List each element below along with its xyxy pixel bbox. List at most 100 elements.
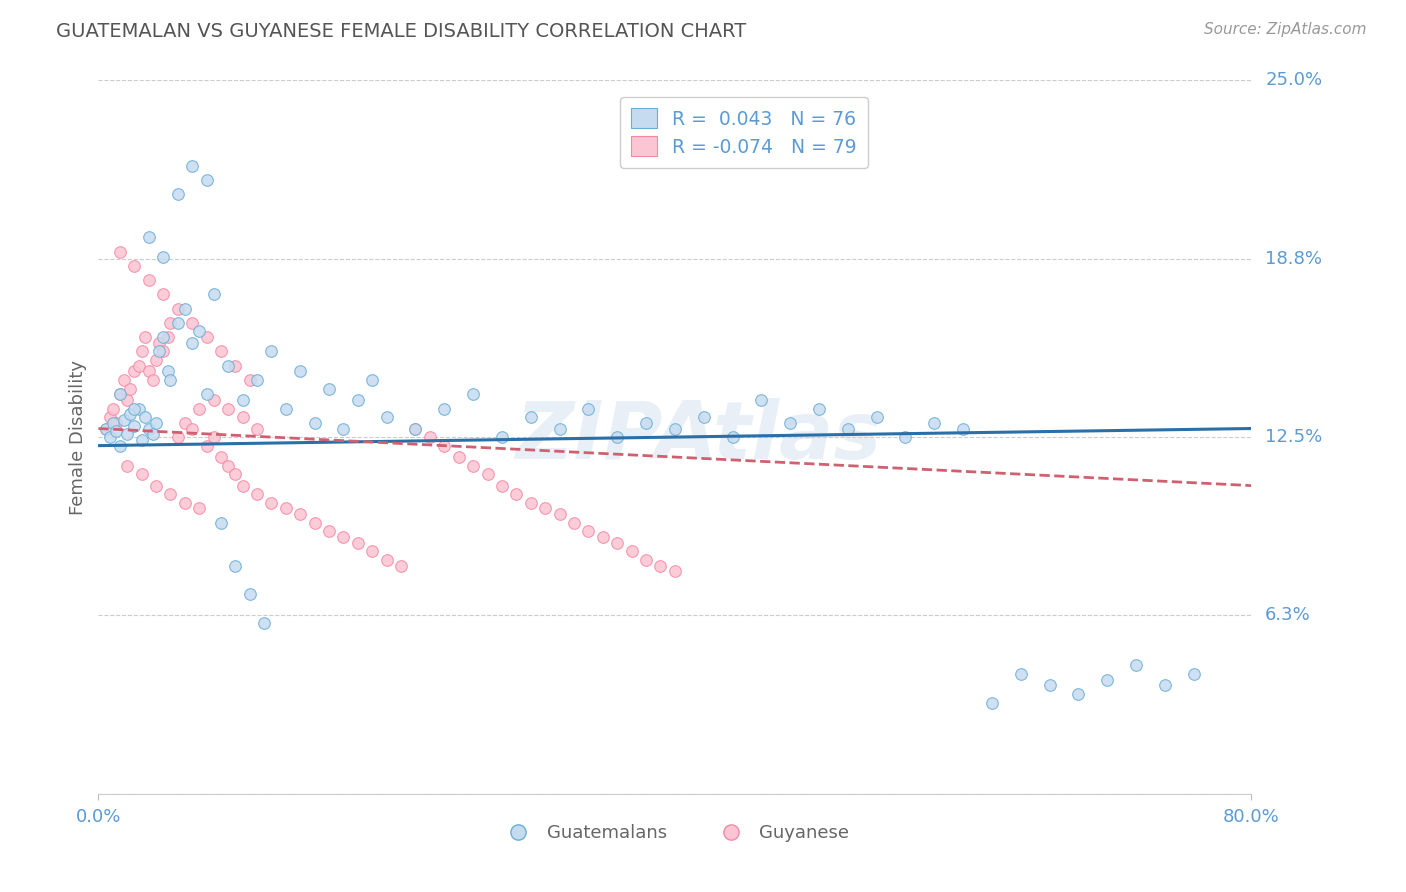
- Point: [209, 516, 232, 530]
- Point: [318, 524, 340, 539]
- Point: [152, 250, 174, 264]
- Point: [181, 316, 204, 330]
- Point: [148, 344, 170, 359]
- Point: [606, 430, 628, 444]
- Point: [145, 416, 167, 430]
- Point: [224, 359, 246, 373]
- Point: [124, 418, 146, 433]
- Point: [693, 410, 716, 425]
- Point: [128, 359, 150, 373]
- Point: [520, 496, 543, 510]
- Point: [866, 410, 889, 425]
- Point: [260, 344, 283, 359]
- Point: [131, 467, 153, 482]
- Point: [124, 259, 146, 273]
- Point: [304, 416, 326, 430]
- Point: [1125, 658, 1147, 673]
- Point: [148, 335, 170, 350]
- Point: [152, 330, 174, 344]
- Point: [131, 344, 153, 359]
- Point: [318, 382, 340, 396]
- Text: 25.0%: 25.0%: [1265, 71, 1322, 89]
- Point: [152, 287, 174, 301]
- Point: [260, 496, 283, 510]
- Point: [131, 433, 153, 447]
- Point: [108, 387, 131, 401]
- Point: [332, 530, 354, 544]
- Point: [1182, 667, 1205, 681]
- Point: [274, 401, 297, 416]
- Point: [1010, 667, 1032, 681]
- Point: [217, 359, 239, 373]
- Point: [209, 450, 232, 464]
- Point: [142, 373, 165, 387]
- Point: [290, 507, 312, 521]
- Point: [246, 373, 269, 387]
- Point: [231, 410, 254, 425]
- Point: [145, 478, 167, 492]
- Point: [142, 427, 165, 442]
- Point: [195, 173, 218, 187]
- Point: [1097, 673, 1119, 687]
- Point: [174, 496, 197, 510]
- Point: [1154, 678, 1177, 692]
- Text: ZIPAtlas: ZIPAtlas: [515, 398, 882, 476]
- Point: [433, 439, 456, 453]
- Point: [152, 344, 174, 359]
- Point: [650, 558, 672, 573]
- Point: [592, 530, 614, 544]
- Point: [124, 364, 146, 378]
- Point: [924, 416, 946, 430]
- Point: [505, 487, 527, 501]
- Point: [346, 535, 368, 549]
- Text: Source: ZipAtlas.com: Source: ZipAtlas.com: [1204, 22, 1367, 37]
- Point: [664, 564, 686, 578]
- Point: [156, 330, 179, 344]
- Point: [224, 467, 246, 482]
- Point: [195, 439, 218, 453]
- Point: [101, 401, 124, 416]
- Point: [447, 450, 470, 464]
- Point: [217, 458, 239, 473]
- Point: [159, 487, 181, 501]
- Point: [166, 430, 188, 444]
- Point: [181, 335, 204, 350]
- Point: [166, 301, 188, 316]
- Point: [188, 501, 211, 516]
- Point: [721, 430, 744, 444]
- Point: [461, 387, 484, 401]
- Point: [361, 373, 384, 387]
- Point: [117, 458, 139, 473]
- Point: [1067, 687, 1090, 701]
- Point: [290, 364, 312, 378]
- Text: 6.3%: 6.3%: [1265, 607, 1310, 624]
- Point: [620, 544, 643, 558]
- Text: 18.8%: 18.8%: [1265, 250, 1322, 268]
- Point: [548, 421, 571, 435]
- Point: [138, 273, 160, 287]
- Point: [837, 421, 859, 435]
- Point: [274, 501, 297, 516]
- Point: [108, 439, 131, 453]
- Point: [112, 373, 135, 387]
- Point: [145, 353, 167, 368]
- Point: [664, 421, 686, 435]
- Point: [202, 287, 225, 301]
- Point: [174, 416, 197, 430]
- Point: [120, 382, 142, 396]
- Point: [239, 587, 262, 601]
- Point: [217, 401, 239, 416]
- Point: [112, 413, 135, 427]
- Point: [520, 410, 543, 425]
- Point: [202, 430, 225, 444]
- Point: [138, 230, 160, 244]
- Point: [361, 544, 384, 558]
- Point: [419, 430, 441, 444]
- Point: [188, 401, 211, 416]
- Point: [231, 392, 254, 407]
- Point: [94, 421, 117, 435]
- Point: [202, 392, 225, 407]
- Point: [779, 416, 801, 430]
- Point: [188, 325, 211, 339]
- Point: [578, 524, 600, 539]
